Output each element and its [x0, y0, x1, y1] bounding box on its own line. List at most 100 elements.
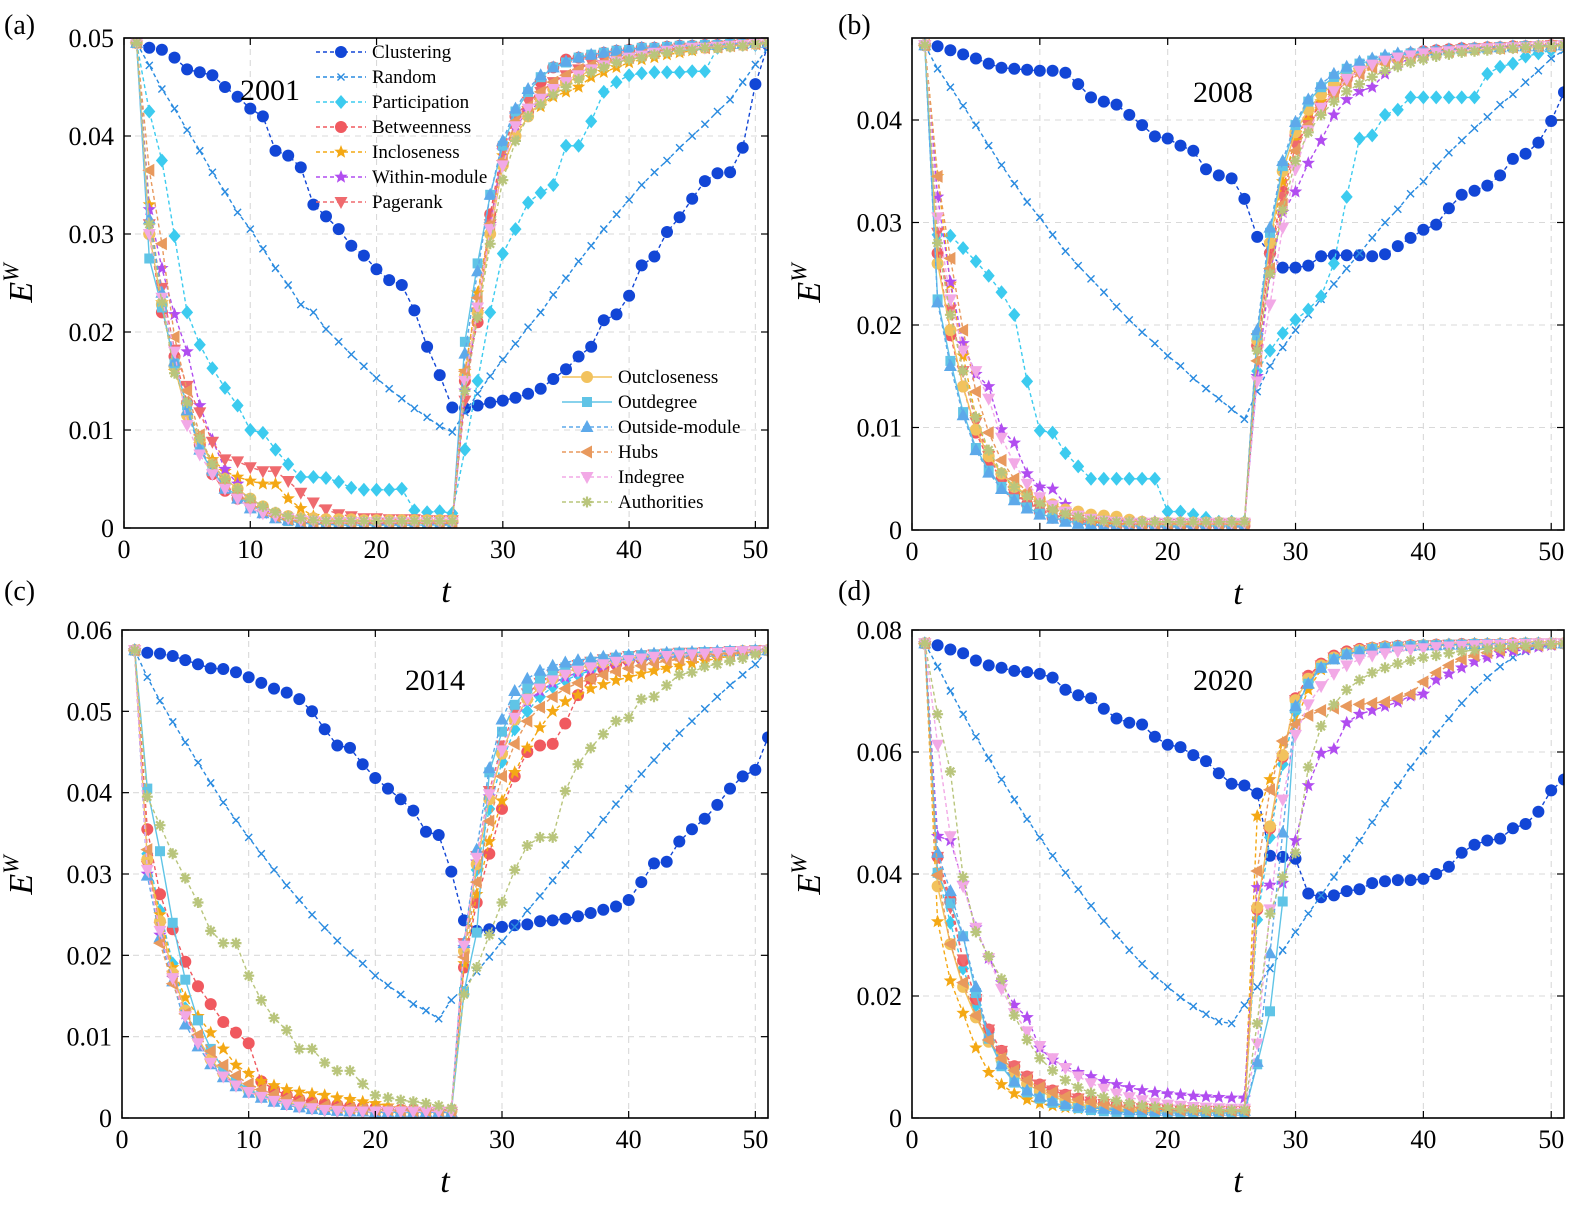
data-point: [943, 359, 957, 371]
data-point: [546, 704, 560, 717]
data-point: [1099, 917, 1108, 925]
data-point: [959, 710, 968, 719]
data-point: [711, 658, 723, 670]
data-point: [982, 1065, 996, 1078]
data-point: [686, 64, 699, 79]
data-point: [1469, 644, 1480, 656]
data-point: [1021, 1034, 1033, 1046]
data-point: [982, 465, 996, 478]
data-point: [1263, 878, 1277, 891]
data-point: [1021, 490, 1033, 502]
data-point: [1301, 699, 1315, 712]
data-point: [736, 770, 749, 783]
data-point: [982, 57, 995, 70]
data-point: [1187, 144, 1200, 157]
data-point: [203, 1044, 216, 1058]
data-point: [1429, 642, 1443, 655]
data-point: [1430, 51, 1442, 62]
y-tick-label: 0.06: [857, 738, 903, 767]
data-point: [660, 651, 674, 663]
series-line: [134, 649, 768, 1112]
x-tick-label: 30: [490, 535, 516, 564]
series-line: [135, 42, 768, 521]
data-point: [1250, 369, 1264, 382]
data-point: [343, 1106, 357, 1118]
data-point: [242, 1037, 255, 1050]
data-point: [1008, 664, 1021, 677]
data-point: [267, 1078, 281, 1092]
data-point: [1033, 507, 1047, 520]
panel-2: 0 10 20 30 40 50 0 0.01 0.02 0.03 0.04 t EW (b) 2008: [786, 10, 1565, 612]
data-point: [1023, 198, 1032, 206]
data-point: [1521, 78, 1530, 87]
data-point: [560, 138, 572, 153]
data-point: [471, 962, 483, 973]
data-point: [486, 372, 495, 381]
data-point: [647, 663, 661, 677]
data-point: [445, 1102, 457, 1114]
data-point: [1033, 479, 1047, 493]
data-point: [368, 1096, 382, 1110]
data-point: [584, 662, 598, 675]
data-point: [1289, 312, 1302, 327]
data-point: [636, 52, 648, 64]
data-point: [1224, 1090, 1239, 1104]
data-point: [1444, 148, 1453, 157]
data-point: [520, 714, 533, 728]
data-point: [383, 482, 396, 497]
data-point: [533, 700, 545, 714]
data-point: [775, 658, 787, 670]
data-point: [610, 900, 622, 913]
data-point: [1354, 674, 1365, 686]
data-point: [546, 675, 560, 688]
data-point: [957, 365, 969, 377]
series-betweenness: [128, 644, 768, 1117]
data-point: [1417, 223, 1430, 236]
data-point: [357, 1078, 369, 1090]
data-point: [1226, 516, 1238, 528]
data-point: [498, 937, 506, 946]
data-point: [1138, 959, 1147, 968]
data-point: [957, 241, 970, 256]
data-point: [596, 677, 610, 691]
legend-marker: [334, 197, 348, 209]
data-point: [1061, 868, 1070, 877]
data-point: [1290, 847, 1301, 859]
data-point: [1507, 641, 1519, 652]
data-point: [930, 829, 945, 842]
x-tick-label: 0: [116, 1125, 129, 1154]
data-point: [586, 831, 595, 839]
data-point: [256, 110, 269, 123]
x-tick-label: 50: [742, 1125, 768, 1154]
data-point: [635, 693, 647, 705]
data-point: [1366, 250, 1379, 263]
data-point: [1506, 152, 1519, 165]
x-tick-label: 50: [1538, 537, 1564, 566]
data-point: [1327, 249, 1340, 262]
data-point: [1214, 394, 1223, 403]
data-point: [585, 742, 597, 754]
data-point: [1392, 658, 1404, 670]
data-point: [1519, 147, 1532, 160]
data-point: [1162, 516, 1174, 528]
data-point: [648, 857, 660, 870]
data-point: [446, 401, 459, 414]
legend-marker: [335, 46, 347, 58]
data-point: [635, 66, 648, 81]
data-point: [320, 471, 332, 485]
data-point: [204, 1057, 218, 1070]
legend-marker: [581, 496, 593, 508]
data-point: [433, 504, 446, 519]
series-line: [135, 42, 768, 526]
data-point: [994, 453, 1007, 467]
data-point: [1406, 763, 1415, 772]
data-point: [471, 264, 485, 277]
data-point: [181, 397, 193, 409]
data-point: [396, 515, 408, 527]
data-point: [282, 510, 294, 522]
data-point: [219, 380, 231, 395]
data-point: [1355, 836, 1364, 845]
data-point: [546, 737, 559, 750]
data-point: [510, 135, 521, 147]
data-point: [1045, 1085, 1058, 1099]
